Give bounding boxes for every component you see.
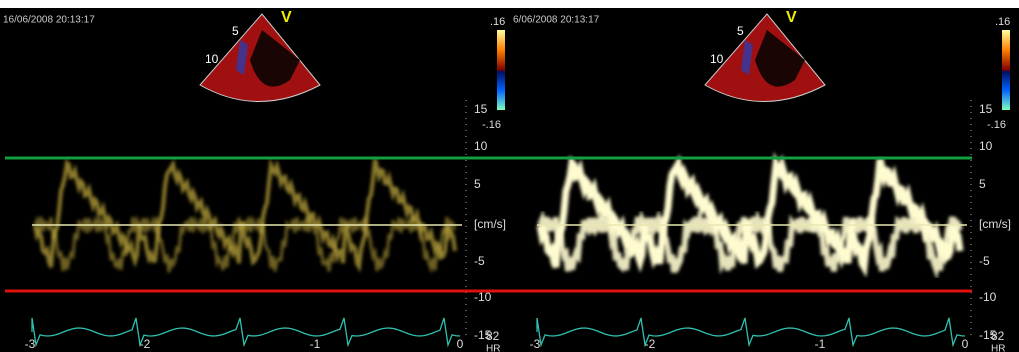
x-tick-label: 0 <box>457 337 464 351</box>
y-tick-label: 5 <box>979 177 986 191</box>
x-tick-label: -2 <box>645 337 656 351</box>
sector-label: 10 <box>710 52 724 66</box>
sector-label: V <box>786 9 797 26</box>
y-tick-label: [cm/s] <box>474 217 506 231</box>
x-tick-label: -1 <box>310 337 321 351</box>
sector-label: 10 <box>205 52 219 66</box>
color-bar <box>1002 30 1010 110</box>
color-max: .16 <box>490 16 505 28</box>
color-min: -.16 <box>987 119 1006 131</box>
y-tick-label: [cm/s] <box>979 217 1011 231</box>
sector-label: 5 <box>737 24 744 38</box>
x-tick-label: -3 <box>530 337 541 351</box>
x-tick-label: -2 <box>140 337 151 351</box>
hr-label: HR <box>486 344 500 352</box>
y-tick-label: 5 <box>474 177 481 191</box>
timestamp: 16/06/2008 20:13:17 <box>3 15 95 26</box>
y-tick-label: -10 <box>979 290 997 304</box>
y-tick-label: 15 <box>474 102 488 116</box>
x-tick-label: -3 <box>25 337 36 351</box>
hr-value: 82 <box>486 329 500 343</box>
y-tick-label: 10 <box>474 139 488 153</box>
doppler-screen: 16/06/2008 20:13:17 5 10 V .16 -.16 15 10 5 [cm/s… <box>0 0 1019 352</box>
timestamp: 6/06/2008 20:13:17 <box>513 15 600 26</box>
color-max: .16 <box>995 16 1010 28</box>
y-tick-label: 15 <box>979 102 993 116</box>
color-bar <box>497 30 505 110</box>
top-strip <box>0 0 1019 8</box>
y-tick-label: -5 <box>979 254 990 268</box>
sector-label: 5 <box>232 24 239 38</box>
background <box>0 8 1019 352</box>
x-tick-label: -1 <box>815 337 826 351</box>
color-min: -.16 <box>482 119 501 131</box>
x-tick-label: 0 <box>962 337 969 351</box>
y-tick-label: -5 <box>474 254 485 268</box>
sector-label: V <box>281 9 292 26</box>
hr-value: 82 <box>991 329 1005 343</box>
hr-label: HR <box>991 344 1005 352</box>
y-tick-label: 10 <box>979 139 993 153</box>
